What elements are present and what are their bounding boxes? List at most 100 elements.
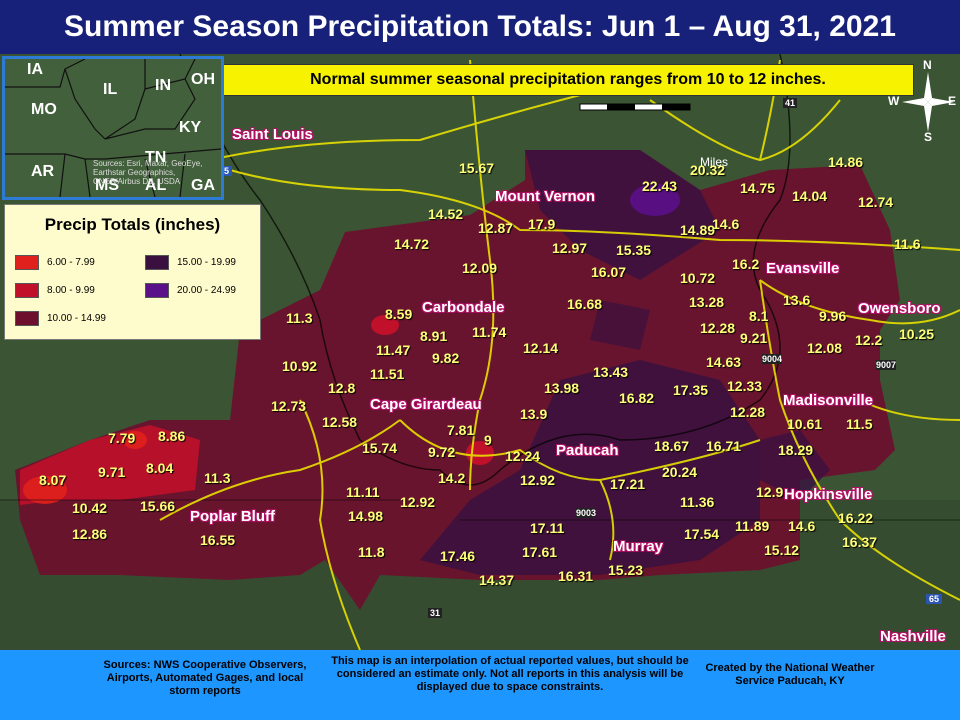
- precip-value: 12.09: [462, 260, 498, 276]
- precip-value: 17.61: [522, 544, 558, 560]
- inset-state-label: AL: [145, 177, 167, 194]
- precip-value: 14.6: [712, 216, 740, 232]
- precip-value: 16.22: [838, 510, 874, 526]
- precip-value: 13.28: [689, 294, 725, 310]
- precip-value: 10.25: [899, 326, 935, 342]
- city-saint-louis: Saint Louis: [232, 126, 313, 143]
- precip-value: 12.8: [328, 380, 356, 396]
- precip-value: 8.59: [385, 306, 413, 322]
- precip-value: 11.3: [286, 310, 313, 326]
- precip-value: 10.92: [282, 358, 318, 374]
- precip-value: 16.68: [567, 296, 603, 312]
- precip-value: 9.96: [819, 308, 847, 324]
- precip-value: 12.58: [322, 414, 358, 430]
- inset-state-label: IL: [103, 81, 118, 98]
- precip-value: 12.33: [727, 378, 763, 394]
- precip-value: 15.67: [459, 160, 495, 176]
- highway-shield: 31: [428, 608, 442, 618]
- precip-value: 7.81: [447, 422, 475, 438]
- city-madisonville: Madisonville: [783, 392, 874, 409]
- precip-region-6-8b: [123, 431, 147, 449]
- city-poplar-bluff: Poplar Bluff: [190, 508, 275, 525]
- legend-title: Precip Totals (inches): [44, 215, 221, 234]
- city-owensboro: Owensboro: [858, 300, 941, 317]
- precip-map[interactable]: Saint Louis Mount Vernon Evansville Owen…: [0, 54, 960, 650]
- city-mount-vernon: Mount Vernon: [495, 188, 595, 205]
- highway-shield: 9007: [876, 360, 897, 370]
- precip-value: 22.43: [642, 178, 678, 194]
- precip-value: 16.07: [591, 264, 627, 280]
- precip-value: 17.21: [610, 476, 646, 492]
- precip-value: 15.35: [616, 242, 652, 258]
- city-paducah: Paducah: [556, 442, 619, 459]
- legend-label: 15.00 - 19.99: [177, 257, 236, 268]
- precip-value: 15.66: [140, 498, 176, 514]
- legend-swatch: [15, 255, 39, 270]
- inset-state-label: OH: [191, 71, 215, 88]
- footer-sources: Sources: NWS Cooperative Observers, Airp…: [103, 659, 307, 697]
- precip-value: 12.28: [700, 320, 736, 336]
- precip-region-15-20b: [420, 360, 760, 575]
- precip-value: 18.67: [654, 438, 690, 454]
- precip-value: 11.3: [204, 470, 231, 486]
- precip-region-8-10b: [371, 315, 399, 335]
- precip-value: 17.54: [684, 526, 720, 542]
- precip-value: 13.43: [593, 364, 629, 380]
- precip-value: 16.82: [619, 390, 655, 406]
- precip-value: 9.82: [432, 350, 460, 366]
- precip-region-6-8: [23, 476, 67, 504]
- legend-label: 6.00 - 7.99: [47, 257, 95, 268]
- precip-value: 9.72: [428, 444, 456, 460]
- footer-credit: Created by the National Weather Service …: [705, 662, 875, 687]
- compass-e: E: [948, 94, 957, 108]
- precip-value: 20.32: [690, 162, 726, 178]
- precip-value: 11.5: [846, 416, 873, 432]
- legend-item: 8.00 - 9.99: [15, 283, 95, 298]
- scale-label: Miles: [700, 155, 729, 169]
- city-evansville: Evansville: [766, 260, 840, 277]
- highway-shield: 9004: [762, 354, 783, 364]
- precip-value: 12.9: [756, 484, 784, 500]
- precip-value: 14.63: [706, 354, 742, 370]
- precip-value: 12.14: [523, 340, 559, 356]
- precip-value: 14.86: [828, 154, 864, 170]
- precip-value: 14.37: [479, 572, 515, 588]
- precip-value: 13.98: [544, 380, 580, 396]
- compass-s: S: [924, 130, 933, 144]
- locator-inset-map[interactable]: IA IL IN OH MO KY TN AR MS AL GA Sources…: [2, 56, 224, 200]
- precip-value: 12.2: [855, 332, 883, 348]
- precip-value: 17.11: [530, 520, 565, 536]
- precip-value: 8.07: [39, 472, 67, 488]
- highway-shield: 65: [926, 594, 942, 604]
- precip-value: 10.72: [680, 270, 716, 286]
- precip-value: 12.97: [552, 240, 588, 256]
- city-hopkinsville: Hopkinsville: [784, 486, 873, 503]
- precip-value: 14.89: [680, 222, 716, 238]
- precip-value: 8.1: [749, 308, 769, 324]
- precip-value: 10.42: [72, 500, 108, 516]
- precip-value: 12.73: [271, 398, 307, 414]
- precip-value: 17.46: [440, 548, 476, 564]
- precip-value: 14.75: [740, 180, 776, 196]
- precip-value: 11.11: [346, 484, 380, 500]
- precip-value: 14.98: [348, 508, 384, 524]
- precip-value: 9.21: [740, 330, 768, 346]
- inset-state-label: GA: [191, 177, 215, 194]
- precip-value: 12.87: [478, 220, 514, 236]
- precip-region-15-20c: [760, 430, 830, 500]
- highway-shield: 41: [783, 98, 797, 108]
- precip-value: 11.47: [376, 342, 411, 358]
- inset-state-label: IN: [155, 77, 171, 94]
- inset-state-label: IA: [27, 61, 43, 78]
- precip-value: 17.9: [528, 216, 556, 232]
- precip-value: 9.71: [98, 464, 126, 480]
- compass-n: N: [923, 58, 932, 72]
- legend-item: 20.00 - 24.99: [145, 283, 236, 298]
- precip-value: 16.71: [706, 438, 742, 454]
- inset-source-text: Sources: Esri, Maxar, GeoEye, Earthstar …: [93, 159, 203, 186]
- precip-value: 11.74: [472, 324, 507, 340]
- precip-value: 12.92: [520, 472, 556, 488]
- precip-value: 11.36: [680, 494, 715, 510]
- precip-value: 11.51: [370, 366, 405, 382]
- inset-state-label: KY: [179, 119, 202, 136]
